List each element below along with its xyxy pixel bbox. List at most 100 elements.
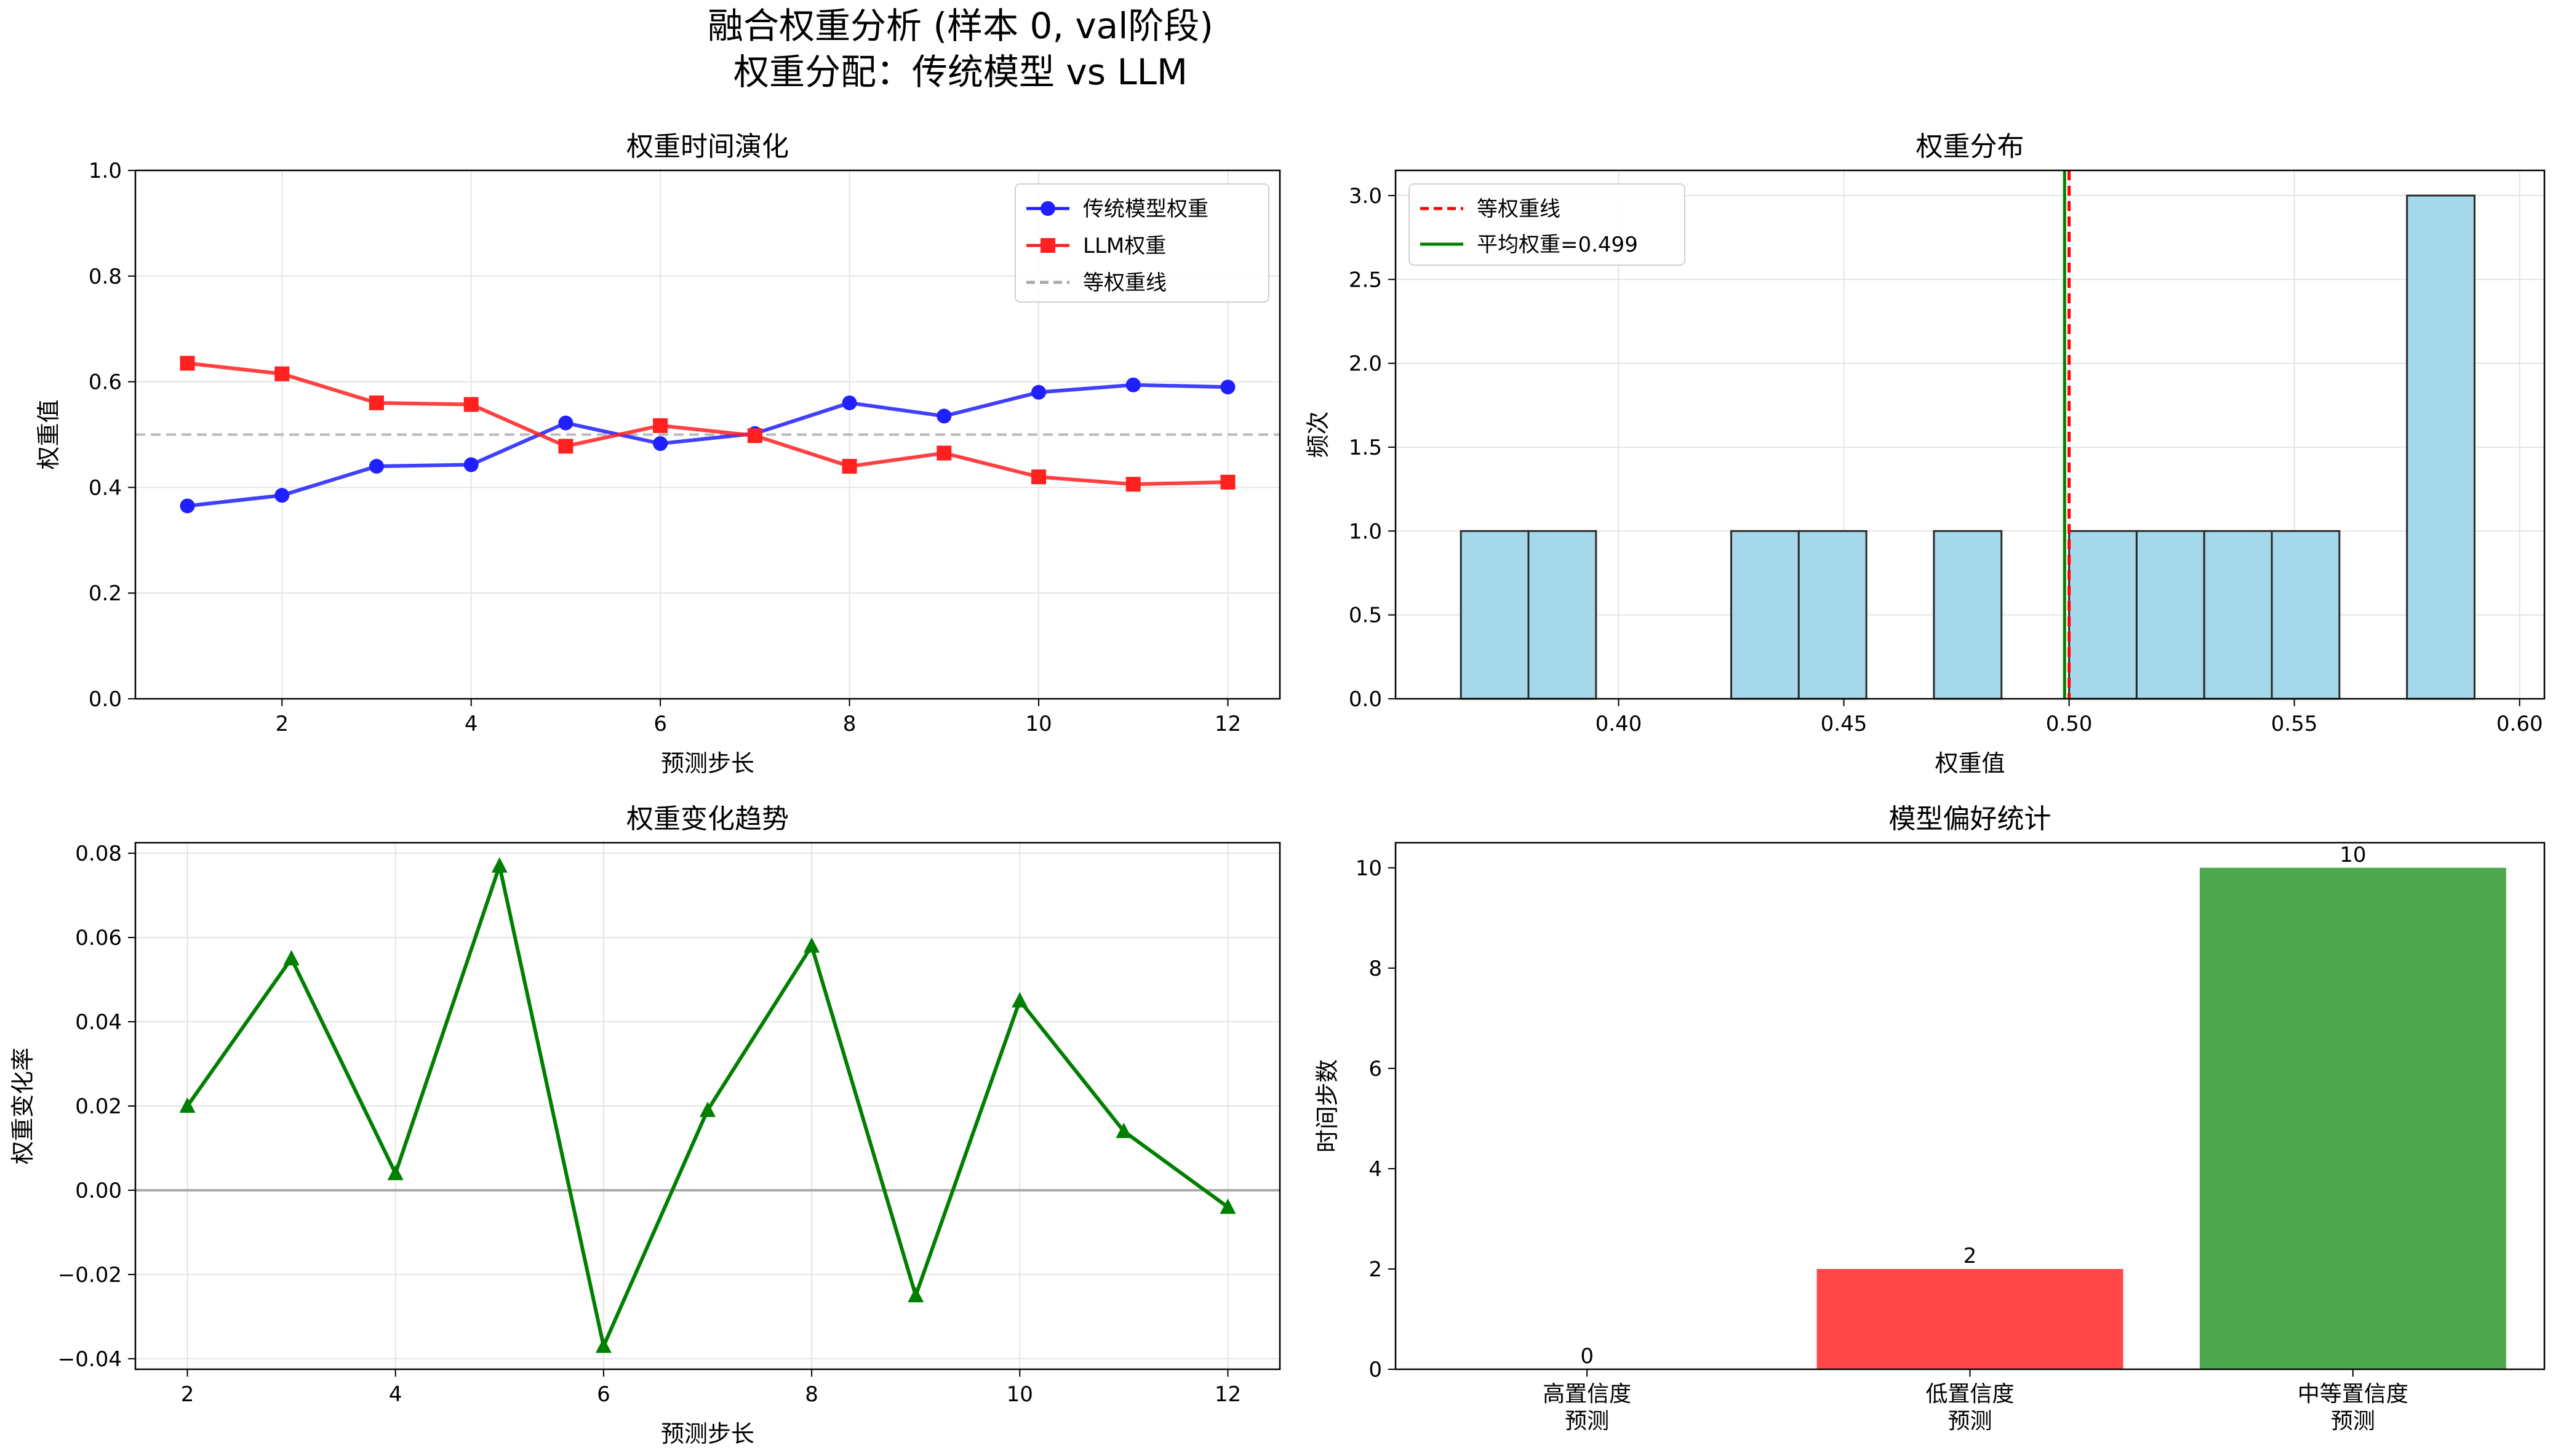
y-tick-label: 2	[1368, 1257, 1382, 1282]
plot-frame	[134, 841, 1281, 1370]
y-axis-label: 权重值	[35, 399, 62, 469]
histogram-bar	[2406, 194, 2476, 700]
bar-value-label: 0	[1580, 1344, 1594, 1369]
y-tick-label: 0.8	[89, 265, 122, 289]
weight-change-point	[387, 1164, 404, 1180]
weight-change-trend-chart: 2 4 6 8 10 12 −0.04 −0.02 0.00 0.02 0.04 0.06 0.08 权重…	[9, 803, 1281, 1447]
x-tick-label: 0.60	[2496, 712, 2543, 736]
legend-box	[1015, 183, 1269, 303]
y-tick-label: 0.0	[89, 687, 122, 712]
llm-weight-point	[653, 418, 668, 433]
histogram-bar	[1933, 530, 2003, 700]
legend-label: 平均权重=0.499	[1477, 233, 1638, 257]
x-tick-label: 8	[843, 712, 857, 736]
llm-weight-point	[747, 428, 762, 444]
y-tick-label: 0.08	[75, 841, 122, 866]
llm-weight-point	[274, 366, 290, 381]
y-tick-label: 0.00	[75, 1179, 122, 1203]
histogram-bar	[1527, 530, 1597, 700]
y-tick-label: 0.02	[75, 1094, 122, 1119]
x-tick-label: 0.55	[2271, 712, 2318, 736]
x-tick-label: 预测	[2331, 1409, 2375, 1434]
weight-change-point	[1012, 992, 1028, 1008]
weight-change-point	[595, 1337, 612, 1353]
x-tick-label: 中等置信度	[2298, 1382, 2408, 1407]
traditional-weight-point	[1125, 377, 1141, 392]
y-tick-label: −0.04	[58, 1347, 122, 1372]
bar-value-label: 10	[2339, 843, 2366, 867]
weight-change-point	[700, 1101, 716, 1117]
y-tick-label: 1.0	[89, 159, 122, 183]
y-tick-label: 10	[1356, 856, 1382, 881]
llm-weight-point	[1125, 477, 1141, 492]
chart-title: 模型偏好统计	[1889, 803, 2052, 835]
llm-weight-point	[180, 356, 195, 371]
llm-weight-point	[1220, 474, 1236, 490]
x-tick-label: 6	[653, 712, 667, 736]
llm-weight-point	[937, 445, 952, 461]
x-tick-label: 0.40	[1596, 712, 1642, 736]
bar-value-label: 2	[1964, 1244, 1977, 1268]
x-tick-label: 10	[1025, 712, 1052, 736]
llm-weight-point	[369, 395, 384, 410]
figure-title-line1: 融合权重分析 (样本 0, val阶段)	[708, 5, 1213, 47]
legend-label: 等权重线	[1083, 271, 1167, 295]
y-tick-label: 0.0	[1349, 687, 1382, 712]
x-tick-label: 0.50	[2046, 712, 2093, 736]
llm-weight-point	[1031, 469, 1047, 485]
y-tick-label: 0.2	[89, 581, 122, 606]
x-tick-label: 2	[181, 1382, 194, 1407]
y-tick-label: 0.6	[89, 370, 122, 395]
y-tick-label: 0.4	[89, 475, 122, 500]
plot-frame	[1394, 169, 2546, 700]
legend-swatch-marker	[1041, 201, 1055, 216]
x-tick-label: 高置信度	[1543, 1382, 1631, 1407]
legend-label: LLM权重	[1083, 234, 1166, 258]
traditional-weight-point	[1031, 384, 1047, 400]
y-tick-label: 0.06	[75, 926, 122, 950]
legend-label: 等权重线	[1477, 197, 1560, 221]
x-axis-label: 权重值	[1935, 750, 2005, 777]
x-tick-label: 低置信度	[1925, 1382, 2014, 1407]
traditional-weight-point	[842, 395, 857, 410]
histogram-bar	[2135, 530, 2205, 700]
legend-box	[1408, 183, 1685, 266]
weight-change-point	[1116, 1123, 1132, 1139]
histogram-bar	[1460, 530, 1530, 700]
chart-title: 权重分布	[1916, 131, 2024, 162]
chart-title: 权重变化趋势	[626, 803, 789, 835]
x-tick-label: 4	[465, 712, 478, 736]
weight-change-point	[804, 937, 820, 953]
traditional-weight-point	[463, 457, 479, 472]
legend-swatch-marker	[1041, 238, 1055, 253]
traditional-weight-point	[653, 436, 668, 452]
x-tick-label: 4	[389, 1382, 402, 1407]
x-tick-label: 10	[1007, 1382, 1033, 1407]
histogram-bar	[1730, 530, 1800, 700]
y-tick-label: 4	[1368, 1157, 1382, 1182]
weight-change-point	[179, 1097, 196, 1113]
y-tick-label: 0.04	[75, 1010, 122, 1035]
y-tick-label: −0.02	[58, 1263, 122, 1287]
x-tick-label: 预测	[1948, 1409, 1992, 1434]
x-axis-label: 预测步长	[661, 750, 754, 777]
y-axis-label: 权重变化率	[9, 1048, 36, 1164]
llm-weight-point	[463, 397, 479, 412]
traditional-weight-point	[1220, 380, 1236, 395]
llm-weight-line	[187, 361, 1228, 487]
y-tick-label: 1.5	[1349, 436, 1382, 460]
y-tick-label: 8	[1368, 957, 1382, 981]
traditional-weight-point	[274, 488, 290, 503]
plot-frame	[1394, 841, 2546, 1370]
x-tick-label: 12	[1215, 712, 1241, 736]
histogram-bar	[1797, 530, 1868, 700]
traditional-weight-point	[937, 408, 952, 424]
traditional-weight-point	[369, 459, 384, 474]
y-tick-label: 2.0	[1349, 352, 1382, 376]
y-tick-label: 3.0	[1349, 184, 1382, 209]
